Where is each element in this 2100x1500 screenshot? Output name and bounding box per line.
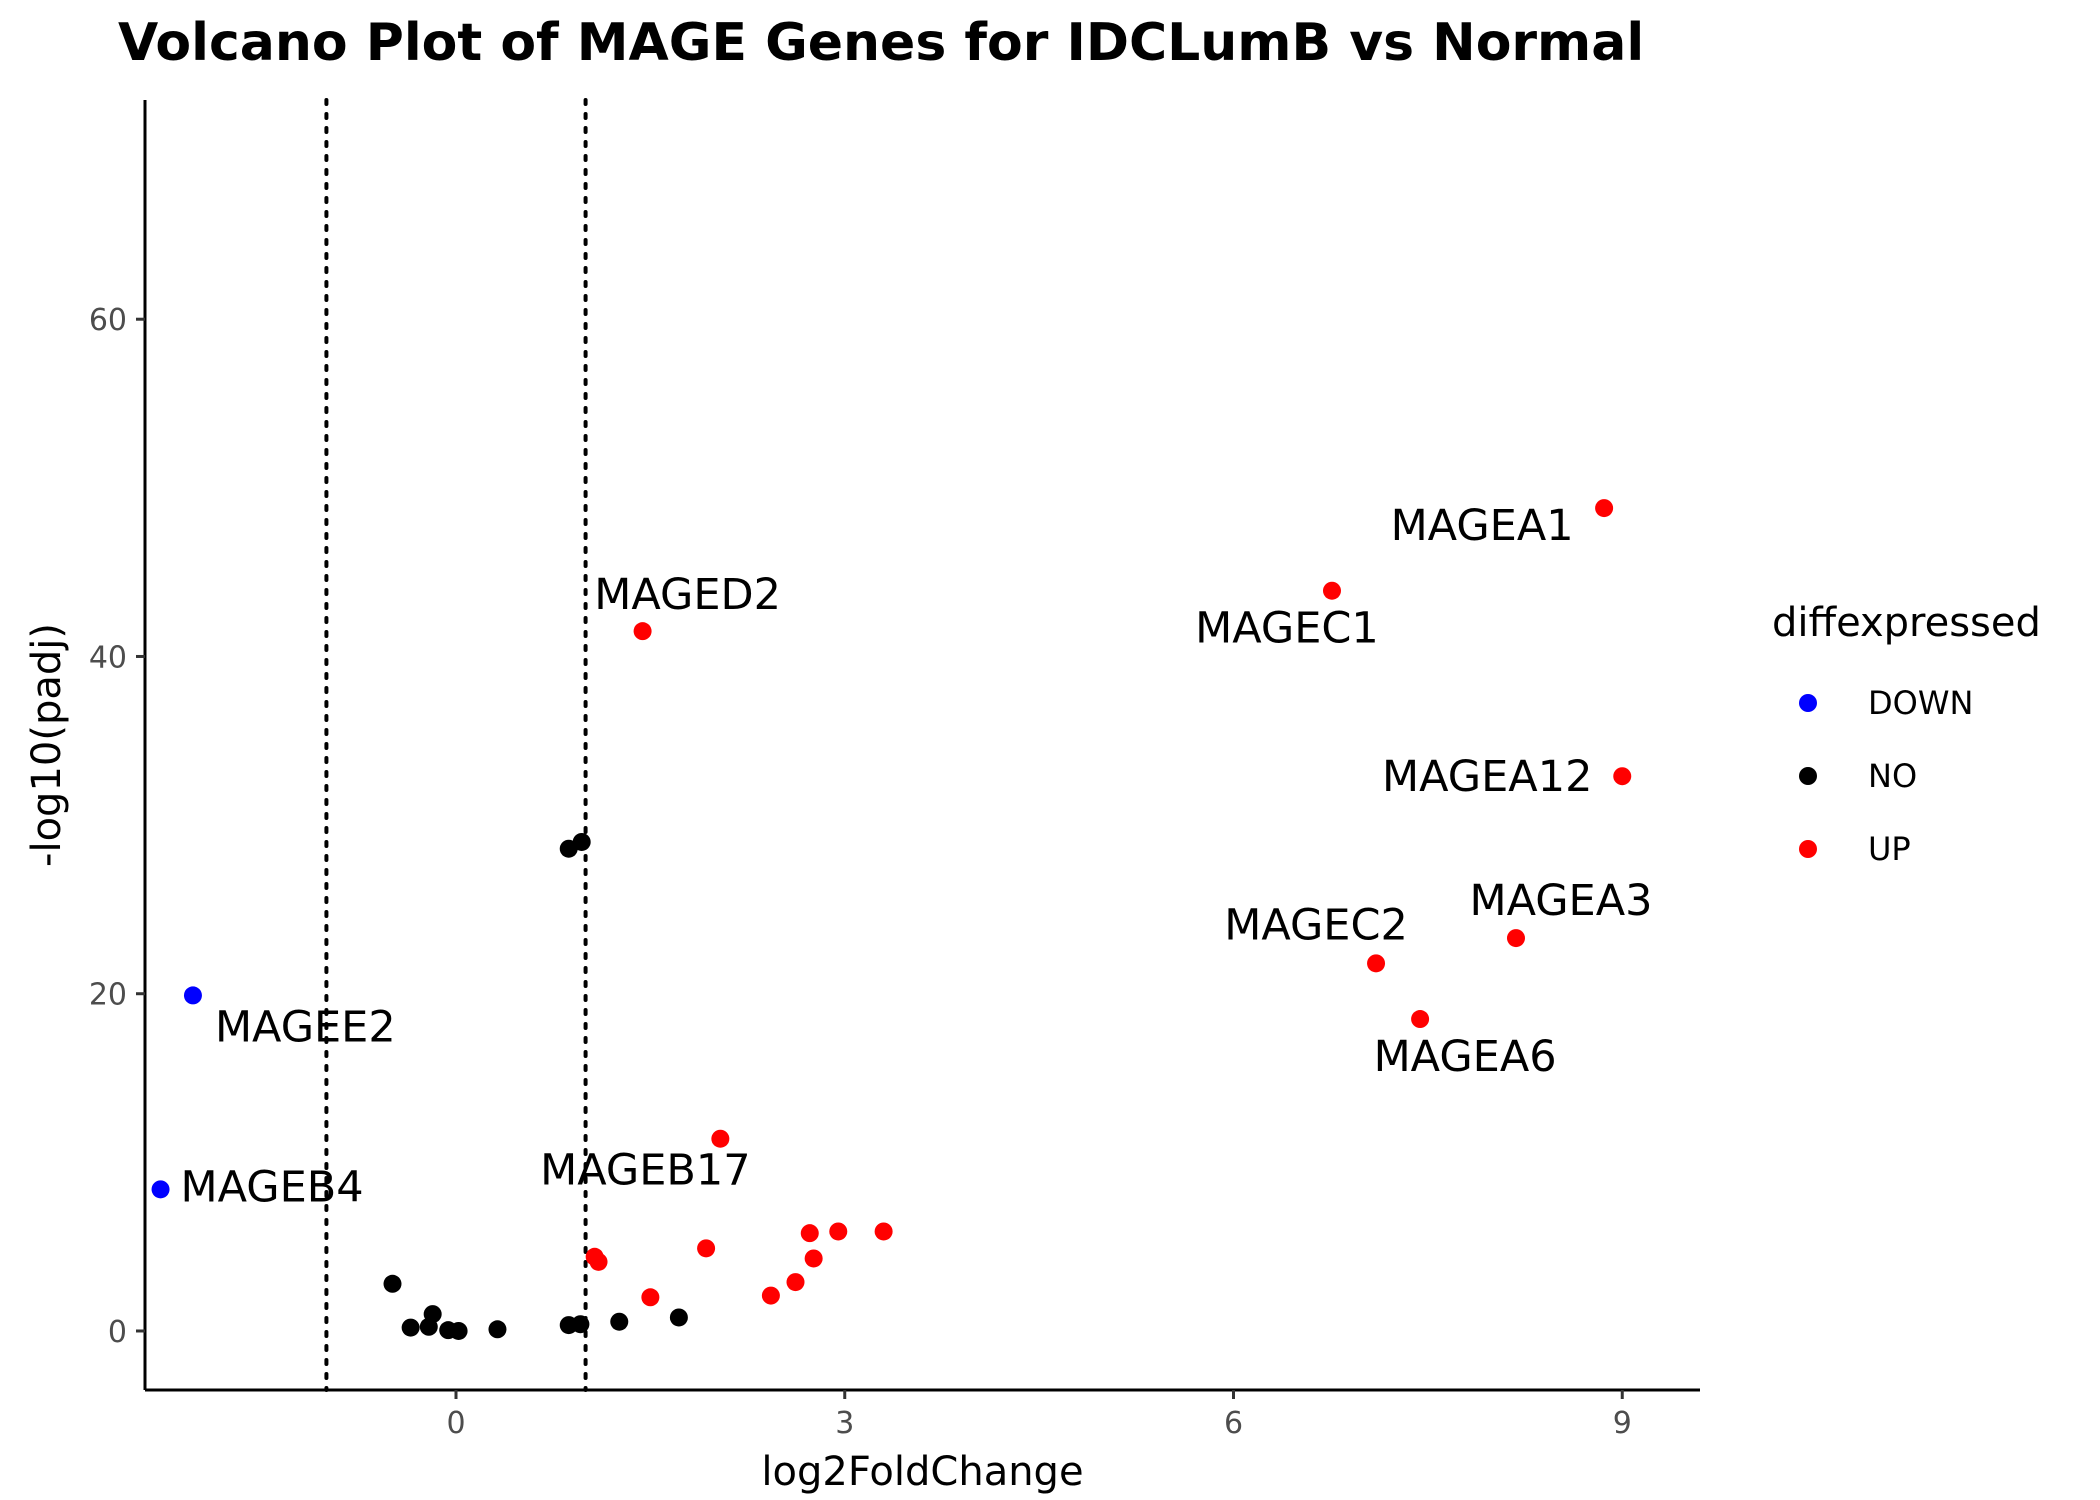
- legend-label-up: UP: [1868, 830, 1911, 868]
- point-up-26: [641, 1288, 660, 1307]
- point-no-11: [488, 1320, 507, 1339]
- point-up-33: [874, 1222, 893, 1241]
- point-no-8: [419, 1317, 438, 1336]
- point-maged2: [633, 622, 652, 641]
- point-no-13: [571, 1315, 590, 1334]
- legend-key-no: [1799, 767, 1817, 785]
- y-tick-label-40: 40: [89, 640, 127, 675]
- plot-area: MAGEE2 MAGEB4 MAGED2 MAGEB17 MAGEA1 MAGEC1 MAG…: [89, 98, 1700, 1441]
- point-magea12: [1613, 767, 1632, 786]
- gene-label-mageb17: MAGEB17: [540, 1146, 750, 1196]
- point-magec2: [1367, 954, 1386, 973]
- threshold-lines: [324, 98, 588, 1392]
- point-no-7: [401, 1318, 420, 1337]
- point-magea6: [1411, 1010, 1430, 1029]
- gene-labels: MAGEE2 MAGEB4 MAGED2 MAGEB17 MAGEA1 MAGEC1 MAG…: [181, 501, 1653, 1212]
- point-no-4: [572, 832, 591, 851]
- y-axis-ticks: 0 20 40 60: [89, 303, 145, 1350]
- point-magee2: [183, 986, 202, 1005]
- x-tick-label-9: 9: [1613, 1406, 1632, 1441]
- y-axis-title: -log10(padj): [24, 623, 70, 867]
- point-mageb17: [711, 1129, 730, 1148]
- point-up-25: [589, 1252, 608, 1271]
- point-up-31: [804, 1249, 823, 1268]
- point-up-30: [800, 1224, 819, 1243]
- legend-entries: DOWN NO UP: [1799, 684, 1973, 868]
- point-up-29: [786, 1273, 805, 1292]
- chart-title: Volcano Plot of MAGE Genes for IDCLumB v…: [118, 13, 1644, 73]
- legend-label-no: NO: [1868, 757, 1917, 795]
- gene-label-maged2: MAGED2: [594, 570, 781, 620]
- x-tick-label-0: 0: [446, 1406, 465, 1441]
- gene-label-magec2: MAGEC2: [1224, 900, 1408, 950]
- legend: diffexpressed DOWN NO UP: [1772, 600, 2041, 868]
- y-tick-label-20: 20: [89, 978, 127, 1013]
- gene-label-magea6: MAGEA6: [1374, 1032, 1557, 1082]
- legend-key-up: [1799, 840, 1817, 858]
- y-tick-label-0: 0: [108, 1315, 127, 1350]
- point-no-10: [449, 1321, 468, 1340]
- point-no-15: [669, 1308, 688, 1327]
- legend-label-down: DOWN: [1868, 684, 1973, 722]
- gene-label-mageb4: MAGEB4: [181, 1162, 364, 1212]
- x-axis-title: log2FoldChange: [761, 1449, 1083, 1495]
- point-mageb4: [151, 1180, 170, 1199]
- gene-label-magee2: MAGEE2: [215, 1002, 396, 1052]
- x-axis-ticks: 0 3 6 9: [446, 1390, 1632, 1441]
- x-tick-label-6: 6: [1224, 1406, 1243, 1441]
- gene-label-magea1: MAGEA1: [1391, 501, 1574, 551]
- gene-label-magea12: MAGEA12: [1382, 752, 1592, 802]
- point-up-28: [761, 1286, 780, 1305]
- x-tick-label-3: 3: [835, 1406, 854, 1441]
- gene-label-magea3: MAGEA3: [1469, 876, 1652, 926]
- point-magec1: [1322, 581, 1341, 600]
- point-up-27: [697, 1239, 716, 1258]
- gene-label-magec1: MAGEC1: [1195, 604, 1379, 654]
- legend-key-down: [1799, 694, 1817, 712]
- y-tick-label-60: 60: [89, 303, 127, 338]
- legend-title: diffexpressed: [1772, 600, 2041, 646]
- data-points: [151, 499, 1632, 1340]
- point-magea3: [1506, 929, 1525, 948]
- point-no-14: [610, 1312, 629, 1331]
- point-up-32: [829, 1222, 848, 1241]
- point-no-5: [383, 1274, 402, 1293]
- point-magea1: [1595, 499, 1614, 518]
